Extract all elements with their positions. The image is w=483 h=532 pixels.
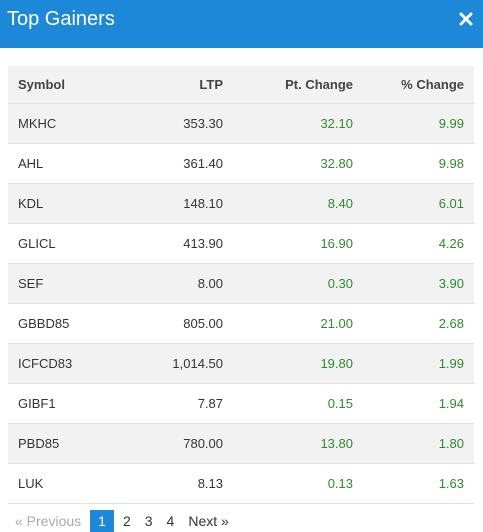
page-button-2[interactable]: 2 — [122, 513, 131, 529]
column-header-pct-change[interactable]: % Change — [363, 66, 474, 104]
pct-change-cell: 1.99 — [438, 356, 464, 371]
ltp-cell: 1,014.50 — [172, 356, 223, 371]
previous-page-button[interactable]: « Previous — [15, 513, 82, 529]
ltp-cell: 413.90 — [183, 236, 223, 251]
pct-change-cell: 4.26 — [438, 236, 464, 251]
table-row[interactable]: PBD85 780.00 13.80 1.80 — [8, 423, 474, 464]
pt-change-cell: 0.30 — [327, 276, 353, 291]
pt-change-cell: 8.40 — [327, 196, 353, 211]
table-row[interactable]: GLICL 413.90 16.90 4.26 — [8, 223, 474, 264]
pt-change-cell: 32.10 — [320, 116, 353, 131]
pct-change-cell: 9.98 — [438, 156, 464, 171]
pct-change-cell: 1.80 — [438, 436, 464, 451]
symbol-cell[interactable]: PBD85 — [18, 436, 60, 451]
pt-change-cell: 0.13 — [327, 476, 353, 491]
symbol-cell[interactable]: ICFCD83 — [18, 356, 73, 371]
column-header-ltp[interactable]: LTP — [133, 66, 233, 104]
page-button-3[interactable]: 3 — [144, 513, 153, 529]
next-page-button[interactable]: Next » — [188, 513, 229, 529]
symbol-cell[interactable]: GBBD85 — [18, 316, 70, 331]
pct-change-cell: 9.99 — [438, 116, 464, 131]
pct-change-cell: 3.90 — [438, 276, 464, 291]
table-row[interactable]: GIBF1 7.87 0.15 1.94 — [8, 383, 474, 424]
pt-change-cell: 13.80 — [320, 436, 353, 451]
modal-title: Top Gainers — [7, 8, 115, 30]
table-row[interactable]: MKHC 353.30 32.10 9.99 — [8, 103, 474, 144]
symbol-cell[interactable]: GIBF1 — [18, 396, 56, 411]
pct-change-cell: 1.94 — [438, 396, 464, 411]
symbol-cell[interactable]: MKHC — [18, 116, 57, 131]
column-header-pt-change[interactable]: Pt. Change — [233, 66, 363, 104]
symbol-cell[interactable]: KDL — [18, 196, 44, 211]
close-icon — [459, 12, 473, 26]
pt-change-cell: 0.15 — [327, 396, 353, 411]
ltp-cell: 7.87 — [197, 396, 223, 411]
table-row[interactable]: SEF 8.00 0.30 3.90 — [8, 263, 474, 304]
symbol-cell[interactable]: AHL — [18, 156, 44, 171]
pagination: « Previous 1 2 3 4 Next » — [8, 510, 236, 532]
table-row[interactable]: ICFCD83 1,014.50 19.80 1.99 — [8, 343, 474, 384]
ltp-cell: 8.00 — [197, 276, 223, 291]
ltp-cell: 805.00 — [183, 316, 223, 331]
table-header-row: Symbol LTP Pt. Change % Change — [8, 66, 474, 104]
modal-header: Top Gainers — [0, 0, 483, 48]
ltp-cell: 8.13 — [197, 476, 223, 491]
ltp-cell: 361.40 — [183, 156, 223, 171]
symbol-cell[interactable]: SEF — [18, 276, 44, 291]
table-row[interactable]: LUK 8.13 0.13 1.63 — [8, 463, 474, 504]
table-row[interactable]: KDL 148.10 8.40 6.01 — [8, 183, 474, 224]
ltp-cell: 780.00 — [183, 436, 223, 451]
table-row[interactable]: AHL 361.40 32.80 9.98 — [8, 143, 474, 184]
pt-change-cell: 21.00 — [320, 316, 353, 331]
symbol-cell[interactable]: LUK — [18, 476, 44, 491]
page-button-1[interactable]: 1 — [90, 510, 114, 532]
pct-change-cell: 6.01 — [438, 196, 464, 211]
column-header-symbol[interactable]: Symbol — [8, 66, 133, 104]
symbol-cell[interactable]: GLICL — [18, 236, 56, 251]
pct-change-cell: 1.63 — [438, 476, 464, 491]
table-row[interactable]: GBBD85 805.00 21.00 2.68 — [8, 303, 474, 344]
close-button[interactable] — [457, 9, 475, 29]
pct-change-cell: 2.68 — [438, 316, 464, 331]
ltp-cell: 353.30 — [183, 116, 223, 131]
pt-change-cell: 19.80 — [320, 356, 353, 371]
top-gainers-table-container: Symbol LTP Pt. Change % Change MKHC 353.3… — [8, 66, 474, 504]
page-button-4[interactable]: 4 — [166, 513, 175, 529]
top-gainers-table: Symbol LTP Pt. Change % Change MKHC 353.3… — [8, 66, 474, 504]
ltp-cell: 148.10 — [183, 196, 223, 211]
pt-change-cell: 32.80 — [320, 156, 353, 171]
pt-change-cell: 16.90 — [320, 236, 353, 251]
